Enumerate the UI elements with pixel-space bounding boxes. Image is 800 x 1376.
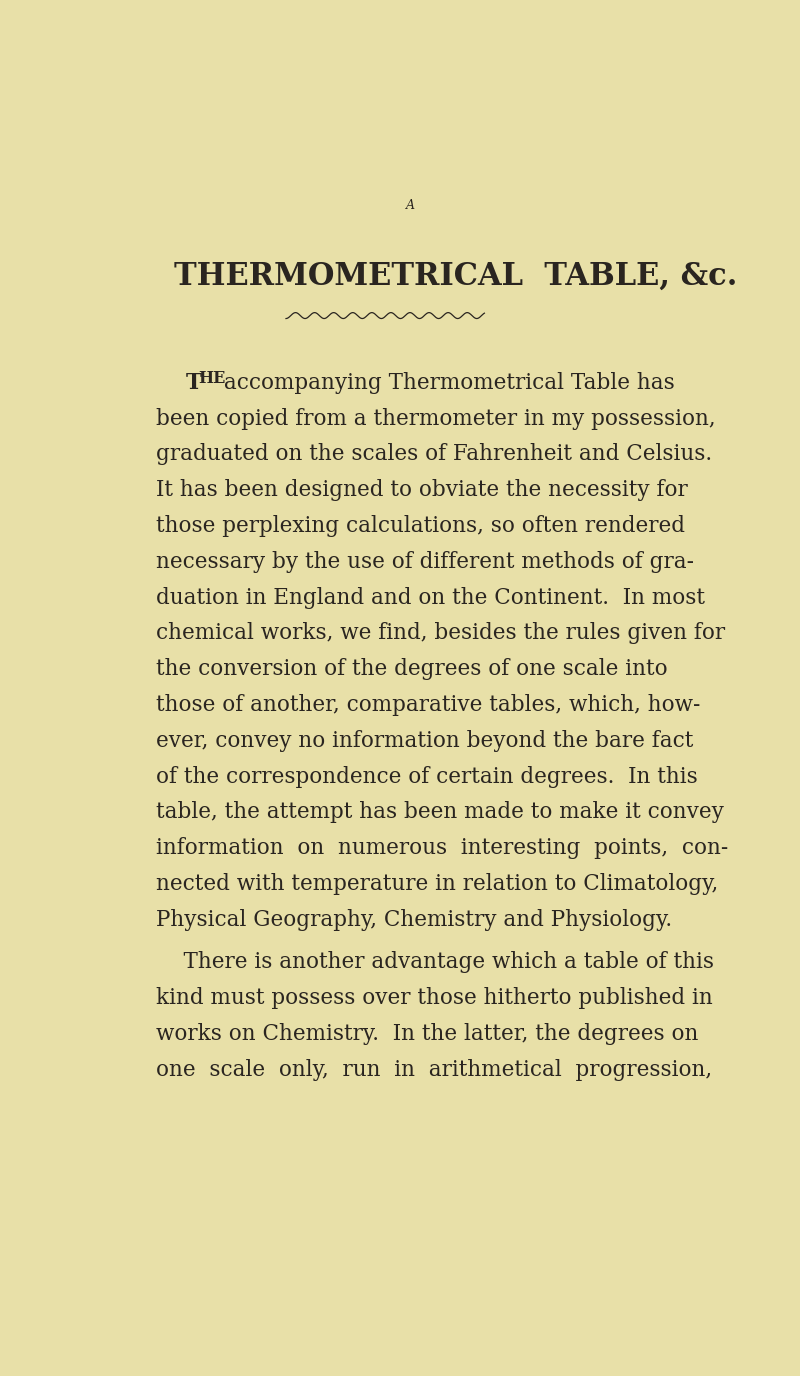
- Text: those perplexing calculations, so often rendered: those perplexing calculations, so often …: [156, 515, 685, 537]
- Text: THERMOMETRICAL  TABLE, &c.: THERMOMETRICAL TABLE, &c.: [174, 260, 738, 292]
- Text: T: T: [186, 372, 202, 394]
- Text: kind must possess over those hitherto published in: kind must possess over those hitherto pu…: [156, 987, 713, 1009]
- Text: There is another advantage which a table of this: There is another advantage which a table…: [156, 951, 714, 973]
- Text: been copied from a thermometer in my possession,: been copied from a thermometer in my pos…: [156, 407, 715, 429]
- Text: A: A: [406, 200, 414, 212]
- Text: of the correspondence of certain degrees.  In this: of the correspondence of certain degrees…: [156, 765, 698, 787]
- Text: chemical works, we find, besides the rules given for: chemical works, we find, besides the rul…: [156, 622, 725, 644]
- Text: graduated on the scales of Fahrenheit and Celsius.: graduated on the scales of Fahrenheit an…: [156, 443, 712, 465]
- Text: works on Chemistry.  In the latter, the degrees on: works on Chemistry. In the latter, the d…: [156, 1022, 698, 1044]
- Text: information  on  numerous  interesting  points,  con-: information on numerous interesting poin…: [156, 837, 728, 859]
- Text: necessary by the use of different methods of gra-: necessary by the use of different method…: [156, 550, 694, 572]
- Text: It has been designed to obviate the necessity for: It has been designed to obviate the nece…: [156, 479, 687, 501]
- Text: Physical Geography, Chemistry and Physiology.: Physical Geography, Chemistry and Physio…: [156, 910, 672, 932]
- Text: duation in England and on the Continent.  In most: duation in England and on the Continent.…: [156, 586, 705, 608]
- Text: HE: HE: [198, 370, 226, 387]
- Text: those of another, comparative tables, which, how-: those of another, comparative tables, wh…: [156, 694, 700, 716]
- Text: table, the attempt has been made to make it convey: table, the attempt has been made to make…: [156, 801, 724, 823]
- Text: ever, convey no information beyond the bare fact: ever, convey no information beyond the b…: [156, 729, 693, 751]
- Text: one  scale  only,  run  in  arithmetical  progression,: one scale only, run in arithmetical prog…: [156, 1058, 712, 1080]
- Text: nected with temperature in relation to Climatology,: nected with temperature in relation to C…: [156, 874, 718, 896]
- Text: accompanying Thermometrical Table has: accompanying Thermometrical Table has: [217, 372, 674, 394]
- Text: the conversion of the degrees of one scale into: the conversion of the degrees of one sca…: [156, 658, 667, 680]
